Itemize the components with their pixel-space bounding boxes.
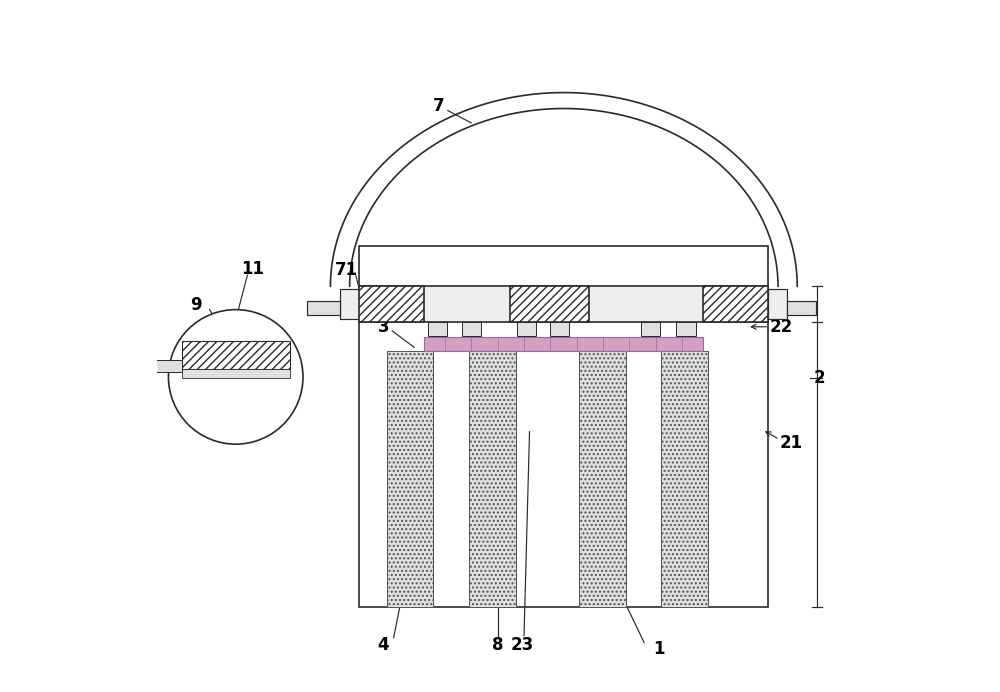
Circle shape xyxy=(168,309,303,444)
Text: 7: 7 xyxy=(432,97,444,115)
Text: 4: 4 xyxy=(377,636,389,654)
Text: 11: 11 xyxy=(241,260,264,278)
Text: 3: 3 xyxy=(377,318,389,336)
Bar xyxy=(787,301,816,315)
Bar xyxy=(676,322,696,336)
Bar xyxy=(387,351,433,607)
Bar xyxy=(359,286,424,322)
Text: 23: 23 xyxy=(510,636,534,654)
Bar xyxy=(768,289,787,319)
Bar xyxy=(340,289,359,319)
Text: 2: 2 xyxy=(813,370,825,388)
Bar xyxy=(510,286,589,322)
Text: 71: 71 xyxy=(335,262,358,280)
Text: 22: 22 xyxy=(770,318,793,336)
Bar xyxy=(579,351,626,607)
Bar xyxy=(550,322,569,336)
Bar xyxy=(517,322,536,336)
Bar xyxy=(182,369,290,378)
Bar xyxy=(703,286,768,322)
Bar xyxy=(359,246,768,607)
Bar xyxy=(462,322,481,336)
Bar xyxy=(359,286,768,322)
Bar xyxy=(307,301,340,315)
Bar xyxy=(641,322,660,336)
Bar xyxy=(469,351,516,607)
Bar xyxy=(428,322,447,336)
Bar xyxy=(424,337,703,351)
Text: 1: 1 xyxy=(654,640,665,658)
Text: 8: 8 xyxy=(492,636,504,654)
Bar xyxy=(153,361,182,372)
Bar xyxy=(661,351,708,607)
Text: 9: 9 xyxy=(190,295,202,313)
Text: 21: 21 xyxy=(779,435,803,453)
Bar xyxy=(182,341,290,369)
